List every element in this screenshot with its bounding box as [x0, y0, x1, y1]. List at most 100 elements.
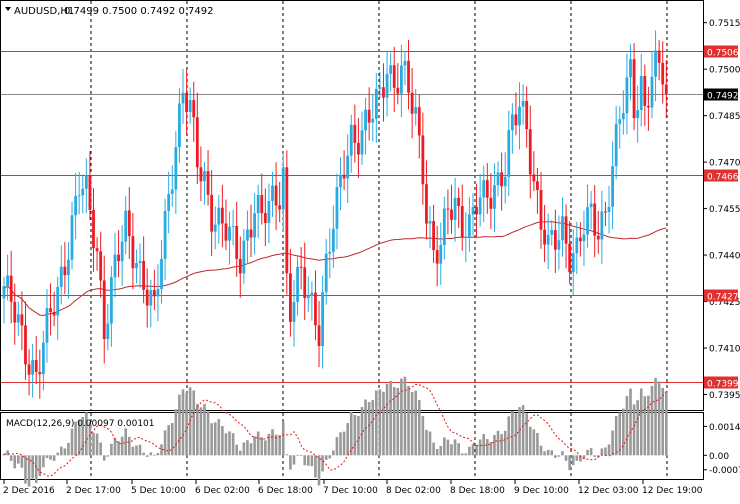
macd-bar — [160, 444, 163, 456]
candle-bear — [152, 290, 156, 297]
level-price-tag — [704, 289, 738, 302]
macd-bar — [267, 433, 271, 456]
macd-bar — [425, 429, 428, 456]
macd-bar — [353, 415, 357, 456]
horizontal-levels — [1, 51, 703, 383]
price-tick-label: 0.7455 — [709, 205, 740, 215]
candle-bear — [514, 114, 518, 126]
macd-bar — [514, 413, 518, 456]
level-price-tag — [704, 45, 738, 58]
macd-bar — [210, 423, 213, 456]
candle-bear — [117, 254, 120, 262]
candle-bear — [417, 107, 421, 136]
candle-bull — [374, 88, 378, 119]
candle-bull — [346, 155, 350, 179]
macd-bar — [332, 450, 335, 456]
macd-bar — [77, 420, 81, 456]
candle-bull — [174, 147, 178, 190]
macd-bar — [271, 429, 274, 456]
candle-bull — [181, 92, 185, 104]
macd-bar — [31, 455, 34, 479]
macd-bar — [611, 430, 614, 456]
candle-bear — [210, 194, 214, 232]
candle-bull — [507, 130, 511, 177]
candle-bull — [228, 226, 231, 241]
candle-bull — [378, 87, 382, 89]
candle-bear — [99, 251, 103, 281]
candle-bear — [578, 237, 582, 242]
macd-bar — [95, 433, 99, 456]
macd-bar — [435, 448, 439, 456]
candle-bear — [382, 87, 385, 98]
macd-bar — [142, 452, 145, 456]
candle-bear — [425, 184, 428, 224]
macd-tick-label: -0.0007 — [709, 466, 740, 476]
candle-bull — [349, 124, 353, 156]
candle-bull — [324, 253, 328, 293]
candle-bull — [510, 114, 514, 131]
macd-bar — [593, 455, 596, 457]
macd-bar — [579, 455, 582, 462]
macd-bar — [296, 454, 299, 456]
candle-bull — [654, 50, 657, 77]
candle-bear — [127, 210, 131, 237]
macd-bar — [382, 391, 385, 456]
candle-bear — [63, 266, 67, 276]
macd-bar — [117, 441, 120, 456]
price-axis: 0.7515 0.7500 0.7485 0.7470 0.7455 0.7440 0.74… — [703, 19, 740, 401]
macd-bar — [604, 447, 607, 456]
candle-bear — [24, 325, 27, 365]
candle-bull — [328, 251, 332, 254]
macd-bar — [153, 454, 156, 456]
candle-bull — [16, 314, 20, 323]
time-axis: 2 Dec 2016 2 Dec 17:00 5 Dec 10:00 6 Dec 02… — [3, 480, 703, 496]
time-tick-label: 12 Dec 03:00 — [578, 486, 639, 496]
candle-bear — [131, 236, 135, 269]
macd-bar — [496, 430, 500, 456]
macd-bar — [178, 394, 181, 456]
price-tick-label: 0.7515 — [709, 19, 740, 29]
candle-bull — [600, 211, 604, 240]
macd-bar — [486, 439, 489, 456]
candle-bull — [639, 76, 643, 111]
candle-bull — [59, 266, 63, 287]
candle-bear — [314, 292, 317, 326]
chart-menu-triangle-icon[interactable] — [5, 7, 11, 11]
candle-bull — [267, 200, 271, 223]
macd-bar — [460, 453, 464, 456]
candle-bull — [217, 207, 221, 225]
candle-bull — [335, 187, 339, 229]
macd-bar — [417, 400, 421, 456]
candle-bull — [453, 197, 457, 220]
candle-bear — [220, 207, 224, 224]
macd-bar — [185, 392, 188, 456]
macd-bar — [49, 455, 52, 460]
candle-bear — [536, 181, 539, 191]
candle-bear — [532, 174, 536, 182]
macd-bar — [600, 448, 604, 456]
macd-bar — [149, 452, 153, 456]
candle-bear — [299, 266, 303, 268]
macd-bar — [27, 455, 31, 487]
macd-bar — [228, 431, 231, 456]
candle-bull — [231, 225, 235, 227]
candle-bear — [407, 60, 410, 93]
macd-bar — [249, 443, 253, 456]
candle-bear — [185, 92, 188, 112]
macd-bar — [464, 453, 468, 456]
macd-bar — [335, 437, 339, 456]
macd-bar — [518, 407, 521, 456]
macd-bar — [421, 415, 425, 456]
macd-bar — [407, 385, 410, 456]
macd-bar — [432, 442, 435, 456]
macd-bar — [629, 388, 632, 456]
macd-bar — [24, 455, 27, 484]
macd-bar — [349, 411, 353, 456]
candle-bull — [575, 237, 579, 254]
candle-bear — [457, 197, 461, 207]
current-price-label: 0.7492 — [707, 92, 739, 102]
candle-bear — [289, 273, 292, 322]
macd-bar — [81, 417, 85, 456]
candle-bear — [485, 180, 489, 198]
macd-bar — [307, 455, 310, 466]
